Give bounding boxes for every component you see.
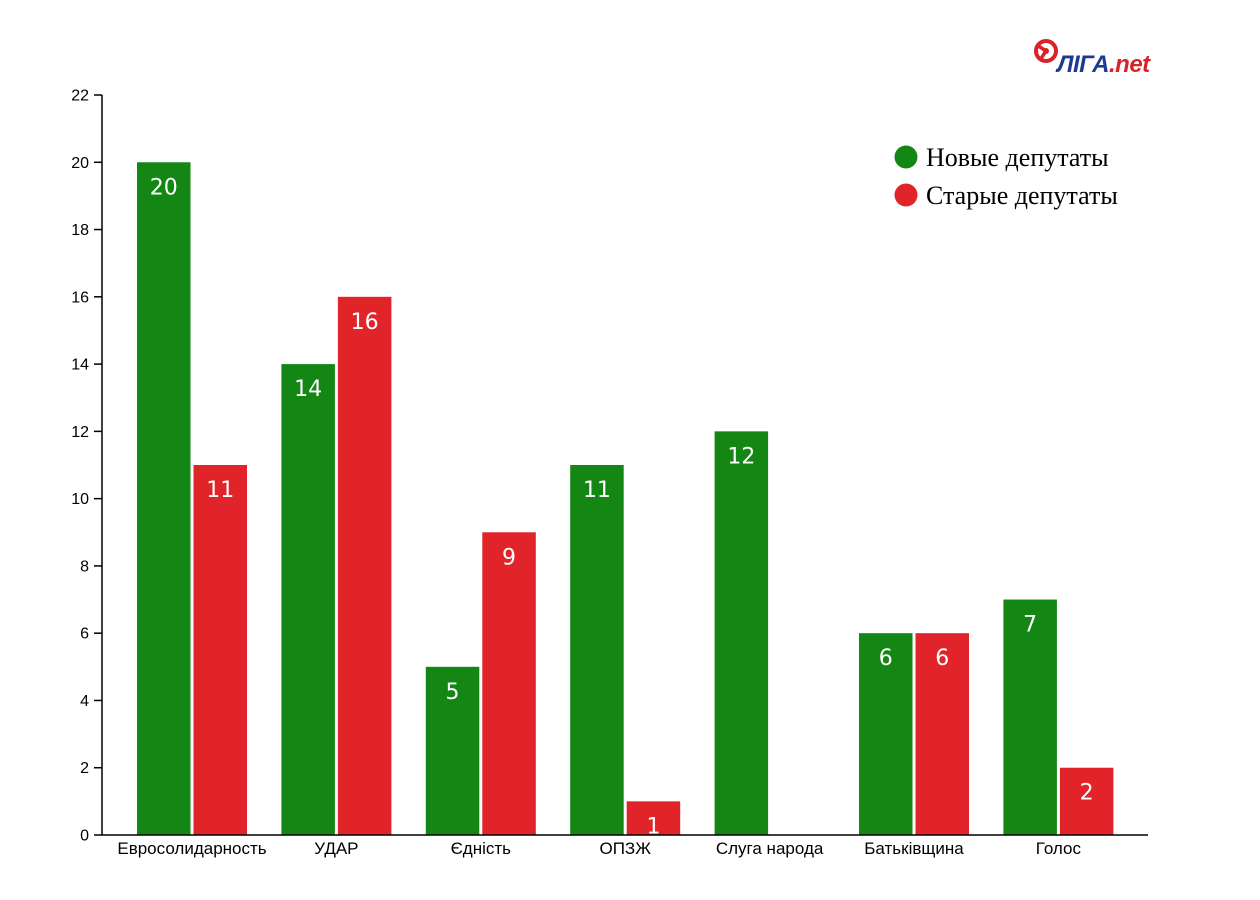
legend-marker-new <box>894 145 918 169</box>
bar-new-евросолидарность <box>137 162 191 836</box>
bar-old-евросолидарность <box>193 465 247 835</box>
bar-new-голос <box>1003 599 1057 835</box>
legend-label-old: Старые депутаты <box>926 181 1118 210</box>
bar-new-слуга-народа <box>714 431 769 835</box>
y-tick-label-0: 0 <box>80 828 89 845</box>
y-tick-label-4: 4 <box>80 693 89 710</box>
logo-name-main: ЛІГА <box>1057 51 1110 78</box>
logo-name-suffix: .net <box>1109 51 1150 78</box>
bar-new-батьківщина <box>859 633 913 835</box>
x-tick-label-голос: Голос <box>1036 839 1082 858</box>
data-label-new-евросолидарность: 20 <box>150 175 178 200</box>
y-tick-label-6: 6 <box>80 626 89 643</box>
data-label-new-слуга-народа: 12 <box>727 444 755 469</box>
data-label-new-батьківщина: 6 <box>879 646 893 671</box>
y-tick-label-20: 20 <box>71 155 89 172</box>
bar-new-єдність <box>425 666 480 835</box>
x-tick-label-слуга-народа: Слуга народа <box>716 839 824 858</box>
data-label-new-удар: 14 <box>294 377 322 402</box>
bar-old-опзж <box>626 801 681 835</box>
y-tick-label-22: 22 <box>71 88 89 105</box>
data-label-new-опзж: 11 <box>583 478 611 503</box>
logo-wordmark: ЛІГА.net <box>1057 51 1150 79</box>
y-tick-label-8: 8 <box>80 558 89 575</box>
y-tick-label-14: 14 <box>71 357 89 374</box>
y-tick-label-2: 2 <box>80 760 89 777</box>
bars-layer <box>137 162 1114 836</box>
data-label-old-удар: 16 <box>351 310 379 335</box>
data-label-old-опзж: 1 <box>646 814 660 839</box>
data-label-new-єдність: 5 <box>446 680 460 705</box>
liga-logo: ЛІГА.net <box>1033 38 1183 84</box>
data-label-old-батьківщина: 6 <box>935 646 949 671</box>
y-tick-label-18: 18 <box>71 222 89 239</box>
y-tick-label-10: 10 <box>71 491 89 508</box>
legend-label-new: Новые депутаты <box>926 143 1109 172</box>
bar-new-удар <box>281 364 335 835</box>
legend: Новые депутаты Старые депутаты <box>894 143 1118 210</box>
x-tick-label-евросолидарность: Евросолидарность <box>117 839 266 858</box>
bar-old-голос <box>1059 767 1114 835</box>
data-label-old-голос: 2 <box>1080 781 1094 806</box>
y-tick-label-12: 12 <box>71 424 89 441</box>
x-tick-label-батьківщина: Батьківщина <box>864 839 964 858</box>
y-tick-label-16: 16 <box>71 289 89 306</box>
data-label-old-єдність: 9 <box>502 545 516 570</box>
bar-new-опзж <box>570 465 624 835</box>
x-tick-label-опзж: ОПЗЖ <box>599 839 651 858</box>
data-label-old-евросолидарность: 11 <box>206 478 234 503</box>
bar-old-єдність <box>482 532 536 835</box>
bar-old-батьківщина <box>915 633 969 835</box>
bar-old-удар <box>337 296 392 835</box>
x-tick-label-єдність: Єдність <box>451 839 512 858</box>
x-tick-label-удар: УДАР <box>314 839 358 858</box>
liga-logo-mark-icon <box>1034 39 1058 63</box>
data-label-new-голос: 7 <box>1023 613 1037 638</box>
legend-marker-old <box>894 183 918 207</box>
